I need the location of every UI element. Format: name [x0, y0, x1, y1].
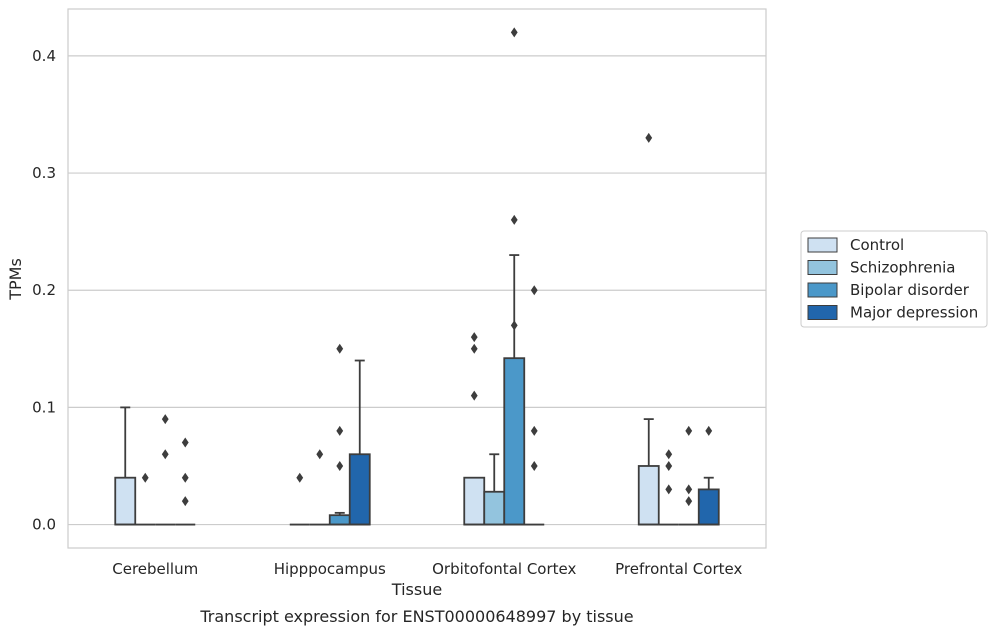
- box-body: [328, 514, 351, 526]
- box-body: [503, 357, 526, 526]
- outlier-point: [705, 425, 713, 436]
- y-tick-label: 0.1: [32, 398, 56, 416]
- outlier-point: [470, 343, 478, 354]
- box-2-2: [503, 27, 526, 526]
- outlier-point: [141, 472, 149, 483]
- legend-swatch: [807, 237, 838, 253]
- legend-swatch: [807, 260, 838, 275]
- outlier-point: [510, 320, 518, 331]
- box-3-0: [175, 437, 196, 526]
- figure-caption: Transcript expression for ENST0000064899…: [199, 607, 633, 626]
- outlier-point: [161, 449, 169, 460]
- outlier-point: [665, 484, 673, 495]
- x-tick-label: Hipppocampus: [274, 560, 386, 578]
- outlier-point: [510, 27, 518, 38]
- box-0-1: [289, 472, 310, 526]
- box-3-1: [348, 359, 371, 526]
- outlier-point: [336, 425, 344, 436]
- legend-swatch: [807, 305, 838, 320]
- box-2-3: [678, 425, 699, 526]
- y-tick-labels: 0.0 0.1 0.2 0.3 0.4: [32, 47, 56, 534]
- box-body: [463, 476, 486, 526]
- box-2-0: [155, 414, 176, 526]
- box-body: [114, 476, 137, 526]
- legend-label: Major depression: [850, 304, 978, 322]
- y-tick-label: 0.4: [32, 47, 56, 65]
- outlier-point: [336, 460, 344, 471]
- box-layer: [114, 27, 720, 526]
- legend: Control Schizophrenia Bipolar disorder Majo…: [800, 230, 988, 328]
- outlier-point: [685, 496, 693, 507]
- outlier-point: [336, 343, 344, 354]
- y-tick-label: 0.2: [32, 281, 56, 299]
- box-2-1: [328, 343, 351, 526]
- box-0-2: [463, 332, 486, 526]
- legend-label: Schizophrenia: [850, 259, 955, 277]
- outlier-point: [181, 472, 189, 483]
- legend-swatch: [807, 282, 838, 298]
- outlier-point: [316, 449, 324, 460]
- outlier-point: [530, 425, 538, 436]
- y-axis-label: TPMs: [6, 258, 25, 301]
- outlier-point: [470, 332, 478, 343]
- outlier-point: [685, 484, 693, 495]
- outlier-point: [665, 449, 673, 460]
- box-0-3: [637, 132, 660, 526]
- outlier-point: [665, 460, 673, 471]
- outlier-point: [296, 472, 304, 483]
- box-1-2: [483, 453, 506, 526]
- box-body: [483, 490, 506, 526]
- outlier-point: [510, 214, 518, 225]
- box-1-1: [309, 449, 330, 526]
- box-body: [637, 465, 660, 526]
- box-3-2: [524, 285, 545, 526]
- x-axis-label: Tissue: [391, 580, 442, 599]
- plot-frame: [67, 8, 767, 549]
- outlier-point: [530, 285, 538, 296]
- box-body: [697, 488, 720, 526]
- outlier-point: [181, 496, 189, 507]
- box-body: [348, 453, 371, 526]
- x-tick-label: Cerebellum: [112, 560, 198, 578]
- legend-frame: [800, 230, 988, 328]
- box-3-3: [697, 425, 720, 526]
- box-1-3: [658, 449, 679, 526]
- box-1-0: [135, 472, 156, 526]
- gridlines: [68, 55, 766, 526]
- y-tick-label: 0.3: [32, 164, 56, 182]
- x-tick-labels: Cerebellum Hipppocampus Orbitofontal Corte…: [112, 560, 742, 578]
- box-0-0: [114, 406, 137, 526]
- outlier-point: [685, 425, 693, 436]
- x-tick-label: Orbitofontal Cortex: [432, 560, 576, 578]
- outlier-point: [530, 460, 538, 471]
- outlier-point: [645, 132, 653, 143]
- legend-label: Bipolar disorder: [850, 281, 970, 299]
- outlier-point: [470, 390, 478, 401]
- y-tick-label: 0.0: [32, 516, 56, 534]
- outlier-point: [161, 414, 169, 425]
- x-tick-label: Prefrontal Cortex: [615, 560, 742, 578]
- outlier-point: [181, 437, 189, 448]
- legend-label: Control: [850, 236, 904, 254]
